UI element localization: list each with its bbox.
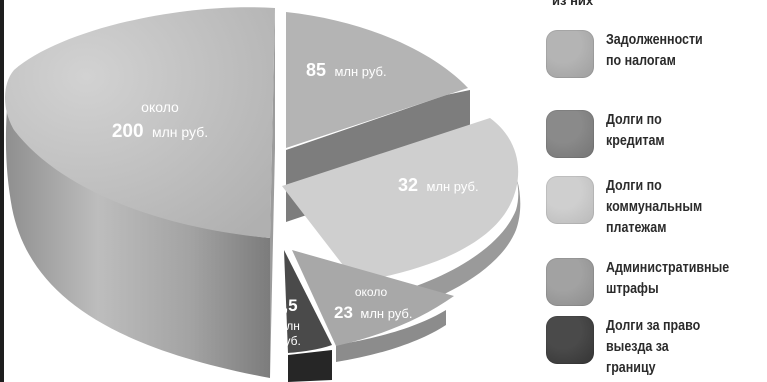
label-main-unit: млн руб. — [152, 124, 208, 140]
label-utilities-value: 32 — [398, 175, 418, 195]
legend-swatch-utilities — [546, 176, 594, 224]
pie-chart: около 200 млн руб. 85 млн руб. 32 млн ру… — [5, 7, 521, 382]
label-fines-value: 23 — [334, 303, 353, 322]
slice-travel-top — [284, 250, 332, 353]
legend-label-credits: Долги по кредитам — [606, 110, 744, 152]
legend-label-line: коммунальным — [606, 199, 703, 215]
label-travel-unit-1: млн — [278, 319, 300, 333]
label-fines-unit: млн руб. — [360, 306, 412, 321]
legend-label-fines: Административные штрафы — [606, 258, 744, 300]
label-travel-unit-2: руб. — [278, 334, 301, 348]
legend-swatch-travel — [546, 316, 594, 364]
slice-taxes-top — [286, 12, 468, 148]
slice-utilities-top — [282, 118, 519, 282]
legend-label-line: Административные — [606, 260, 730, 276]
legend-swatch-taxes — [546, 30, 594, 78]
slice-fines-top — [292, 250, 454, 346]
legend-heading: из них — [552, 0, 594, 8]
label-taxes: 85 млн руб. — [306, 60, 387, 80]
slice-main-side-inner — [270, 8, 275, 378]
label-main-value-line: 200 млн руб. — [112, 121, 208, 142]
legend-label-line: по налогам — [606, 53, 676, 69]
slice-fines-side — [336, 310, 446, 362]
legend-label-taxes: Задолженности по налогам — [606, 30, 744, 72]
legend-label-line: Задолженности — [606, 32, 703, 48]
label-main-prefix: около — [141, 99, 179, 115]
label-fines-prefix: около — [355, 285, 388, 299]
legend-swatch-credits — [546, 110, 594, 158]
label-taxes-unit: млн руб. — [334, 64, 386, 79]
legend-label-travel: Долги за право выезда за границу — [606, 316, 744, 379]
slice-travel-side — [288, 350, 332, 382]
legend-label-line: Долги по — [606, 112, 662, 128]
label-taxes-value: 85 — [306, 60, 326, 80]
legend-label-line: границу — [606, 360, 656, 376]
slice-main-top — [5, 7, 275, 239]
label-utilities-unit: млн руб. — [426, 179, 478, 194]
label-utilities: 32 млн руб. — [398, 175, 479, 195]
label-fines-value-line: 23 млн руб. — [334, 303, 412, 322]
label-fines: около 23 млн руб. — [334, 285, 412, 322]
legend-label-line: кредитам — [606, 133, 665, 149]
slice-main-side — [5, 95, 270, 378]
legend-label-line: Долги по — [606, 178, 662, 194]
label-main-value: 200 — [112, 121, 144, 142]
label-travel: 2,5 млн руб. — [274, 296, 301, 348]
label-main: около 200 млн руб. — [112, 99, 208, 142]
legend-label-line: штрафы — [606, 281, 659, 297]
legend-swatch-fines — [546, 258, 594, 306]
legend-label-line: выезда за — [606, 339, 669, 355]
frame-border — [0, 0, 4, 382]
legend-label-line: платежам — [606, 220, 667, 236]
legend-label-utilities: Долги по коммунальным платежам — [606, 176, 744, 239]
label-travel-value: 2,5 — [274, 296, 298, 315]
legend-label-line: Долги за право — [606, 318, 701, 334]
